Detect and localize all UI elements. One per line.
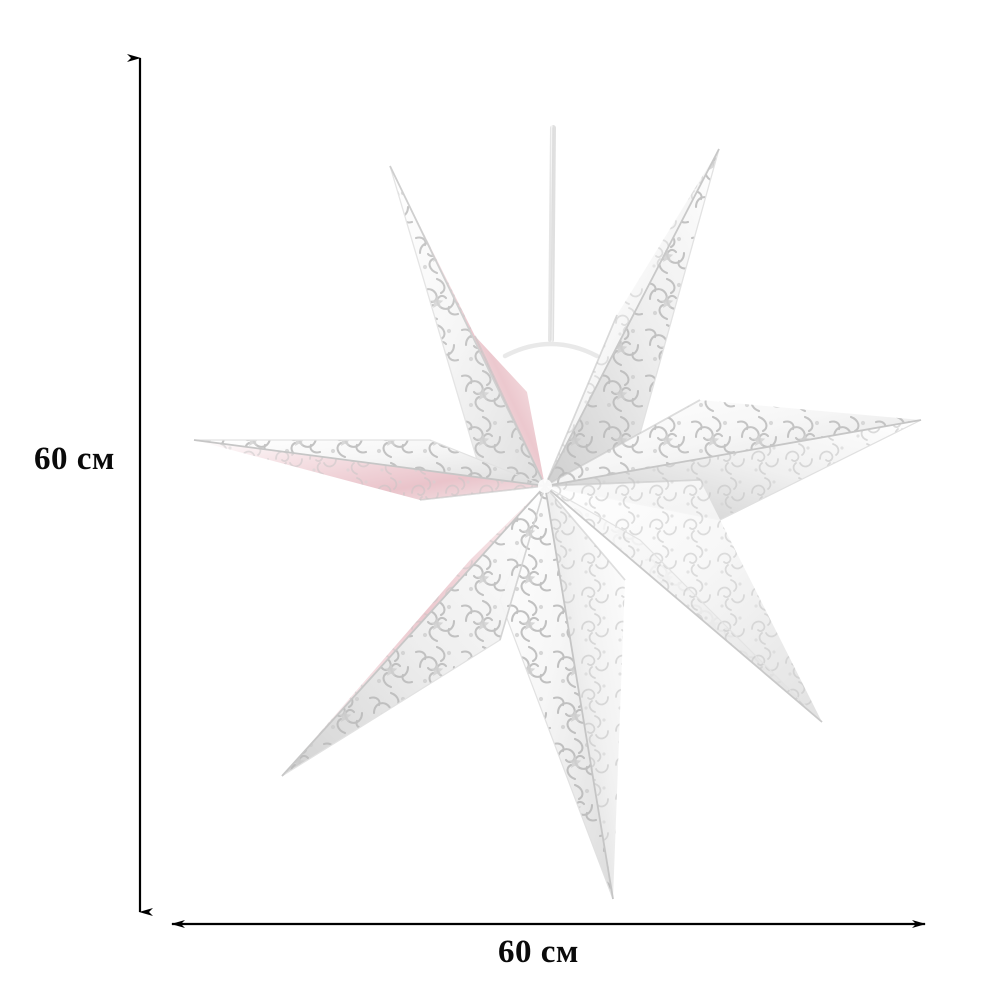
star-point-left: [193, 439, 546, 500]
height-dimension-label: 60 см: [34, 441, 115, 477]
width-dimension-label: 60 см: [498, 934, 579, 970]
star-point-lower-left: [281, 485, 546, 777]
star-points-group: [193, 148, 922, 900]
hanging-cord: [502, 125, 600, 359]
star-point-lower-right: [544, 480, 823, 723]
star-point-top-right: [543, 148, 720, 487]
star-point-bottom: [499, 483, 625, 900]
star-center: [538, 479, 552, 493]
